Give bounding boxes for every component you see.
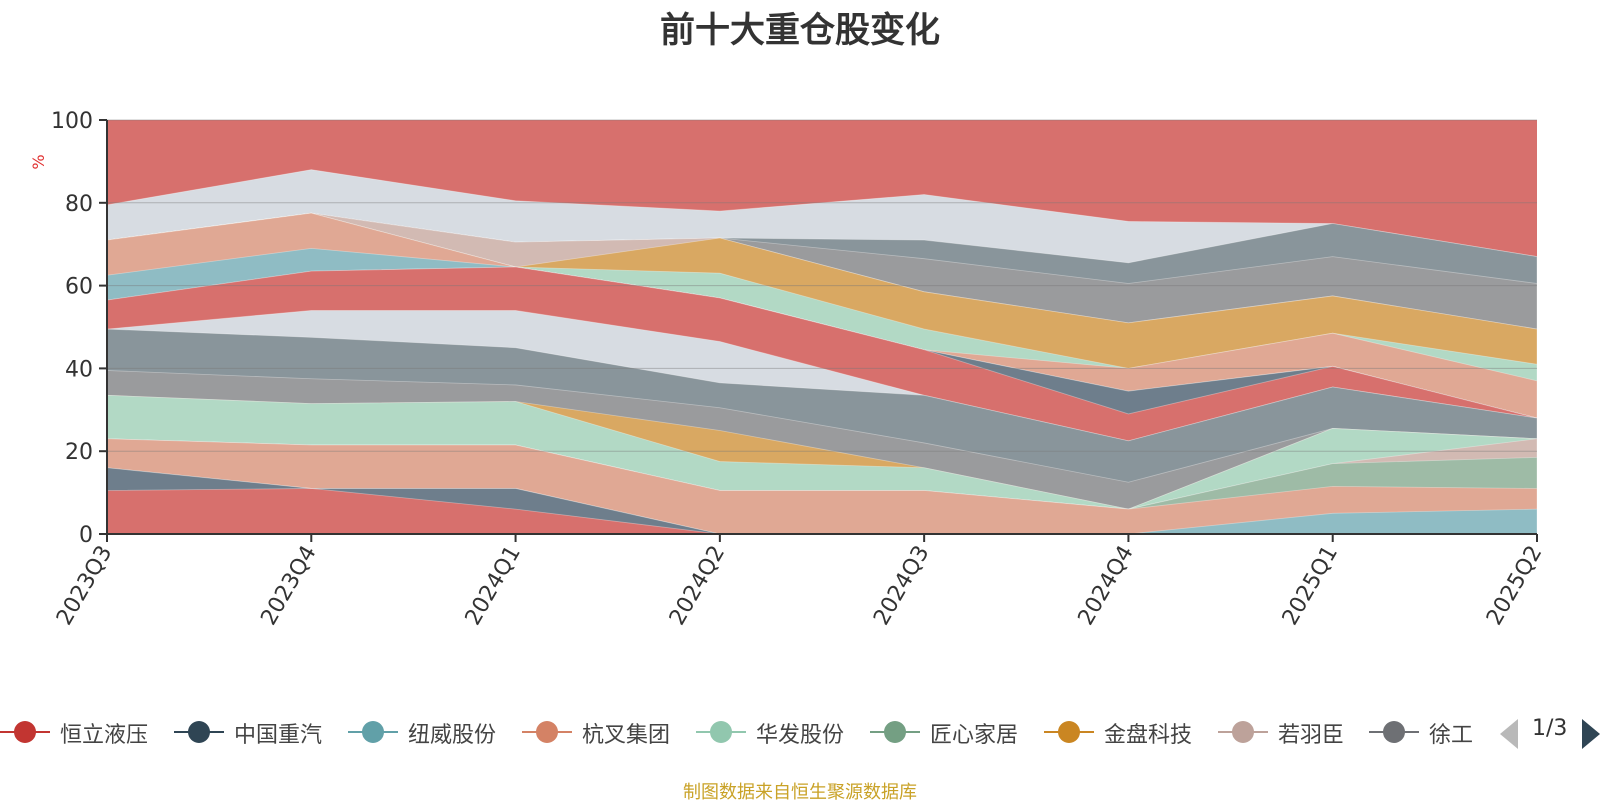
legend-page-indicator: 1/3 (1532, 716, 1568, 741)
legend-pager: 1/3 (1500, 716, 1600, 750)
legend-item[interactable]: 金盘科技 (1044, 712, 1218, 752)
legend-label: 徐工 (1429, 723, 1474, 748)
area-layers (106, 120, 1538, 535)
y-tick-label: 80 (65, 192, 93, 217)
stacked-area-chart: 0 20 40 60 80 100 2023Q3 2023Q4 2024Q1 2024Q2 2024… (29, 109, 1547, 630)
legend-label: 恒立液压 (60, 723, 149, 748)
y-tick-label: 100 (51, 109, 93, 134)
x-tick-label: 2024Q3 (869, 542, 934, 630)
y-tick-label: 0 (79, 523, 93, 548)
y-tick-label: 40 (65, 357, 93, 382)
legend-item[interactable]: 匠心家居 (870, 712, 1044, 752)
y-tick-label: 60 (65, 275, 93, 300)
legend-dot-icon (710, 721, 732, 743)
legend-dot-icon (536, 721, 558, 743)
legend-label: 匠心家居 (930, 723, 1019, 748)
legend-item[interactable]: 若羽臣 (1218, 712, 1369, 752)
y-axis-unit-label: % (29, 154, 48, 169)
legend-next-page-icon[interactable] (1582, 719, 1600, 749)
x-tick-label: 2024Q1 (461, 542, 526, 630)
x-tick-label: 2023Q3 (52, 542, 117, 630)
legend-dot-icon (884, 721, 906, 743)
legend-label: 杭叉集团 (582, 723, 671, 748)
legend-dot-icon (188, 721, 210, 743)
legend-label: 华发股份 (756, 723, 845, 748)
legend-item[interactable]: 中国重汽 (174, 712, 348, 752)
x-tick-label: 2024Q4 (1074, 542, 1139, 630)
legend-label: 纽威股份 (408, 723, 497, 748)
legend-dot-icon (1232, 721, 1254, 743)
legend-dot-icon (362, 721, 384, 743)
x-tick-label: 2024Q2 (665, 542, 730, 630)
chart-title: 前十大重仓股变化 (659, 11, 940, 51)
x-tick-label: 2025Q2 (1482, 542, 1547, 630)
legend-label: 金盘科技 (1104, 723, 1193, 748)
y-tick-label: 20 (65, 440, 93, 465)
legend-dot-icon (1383, 721, 1405, 743)
legend-item[interactable]: 恒立液压 (0, 712, 174, 752)
legend-dot-icon (1058, 721, 1080, 743)
legend-prev-page-icon[interactable] (1500, 719, 1518, 749)
legend-item[interactable]: 徐工 (1369, 712, 1478, 752)
legend-item[interactable]: 华发股份 (696, 712, 870, 752)
legend-item[interactable]: 杭叉集团 (522, 712, 696, 752)
legend-label: 中国重汽 (234, 723, 323, 748)
x-tick-label: 2023Q4 (256, 542, 321, 630)
legend-item[interactable]: 纽威股份 (348, 712, 522, 752)
grid-lines (107, 119, 1537, 452)
source-note: 制图数据来自恒生聚源数据库 (683, 782, 917, 803)
legend-dot-icon (14, 721, 36, 743)
x-tick-label: 2025Q1 (1278, 542, 1343, 630)
legend: 恒立液压 中国重汽 纽威股份 杭叉集团 华发股份 匠心家居 金盘科技 若羽臣 徐工 (0, 712, 1478, 752)
legend-label: 若羽臣 (1278, 723, 1345, 748)
